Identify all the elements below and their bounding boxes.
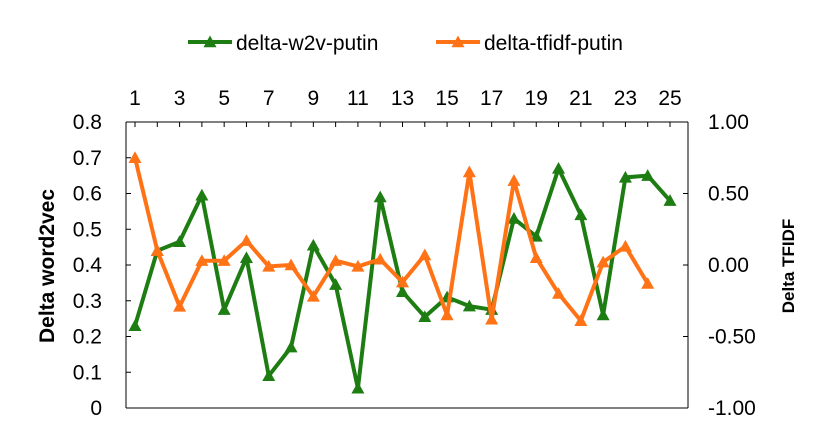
data-point [262, 369, 276, 382]
data-point [618, 170, 632, 183]
legend: delta-w2v-putin delta-tfidf-putin [188, 32, 623, 55]
data-point [418, 248, 432, 261]
x-tick-label: 23 [614, 87, 637, 110]
legend-item: delta-tfidf-putin [436, 32, 623, 55]
data-point [128, 151, 142, 163]
data-point [507, 174, 521, 186]
y-left-tick-label: 0.8 [73, 111, 102, 134]
x-tick-label: 15 [435, 87, 458, 110]
data-point [396, 275, 409, 288]
x-tick-label: 11 [347, 87, 369, 110]
data-point [574, 314, 588, 326]
data-point [529, 229, 543, 242]
x-tick-label: 1 [129, 87, 141, 110]
data-point [128, 319, 142, 331]
y-right-tick-label: 0.00 [708, 254, 749, 277]
legend-item: delta-w2v-putin [188, 32, 378, 55]
y-axis-right-title: Delta TFIDF [779, 219, 798, 313]
y-right-tick-label: -1.00 [708, 397, 756, 420]
x-axis-top: 1 3 5 7 9 11 13 15 17 19 21 23 25 [129, 87, 682, 127]
series-layer [128, 151, 677, 394]
data-point [239, 234, 253, 246]
x-tick-label: 9 [307, 87, 319, 110]
x-tick-label: 3 [174, 87, 186, 110]
y-axis-left: 0 0.1 0.2 0.3 0.4 0.5 0.6 0.7 0.8 [73, 111, 131, 420]
series-delta-tfidf-putin [128, 151, 655, 326]
data-point [552, 287, 566, 299]
x-tick-label: 21 [569, 87, 592, 110]
y-left-tick-label: 0.1 [73, 361, 102, 384]
y-left-tick-label: 0.6 [73, 183, 102, 206]
data-point [396, 285, 409, 298]
data-point [462, 299, 476, 312]
data-point [507, 212, 521, 224]
data-point [552, 161, 566, 174]
data-point [641, 169, 655, 181]
data-point [440, 308, 454, 321]
data-point [195, 188, 209, 201]
data-point [596, 308, 610, 321]
data-point [284, 340, 298, 353]
data-point [529, 251, 543, 264]
data-point [284, 258, 298, 271]
data-point [462, 165, 476, 178]
data-point [173, 235, 187, 247]
x-tick-label: 7 [263, 87, 275, 110]
data-point [306, 289, 320, 302]
x-tick-label: 17 [480, 87, 503, 110]
data-point [351, 259, 365, 272]
series-delta-w2v-putin [128, 161, 677, 394]
data-point [596, 255, 610, 268]
y-left-tick-label: 0 [90, 397, 102, 420]
y-left-tick-label: 0.4 [73, 254, 103, 277]
data-point [306, 238, 320, 251]
data-point [329, 278, 343, 290]
data-point [418, 310, 432, 323]
y-right-tick-label: 1.00 [708, 111, 749, 134]
legend-label: delta-w2v-putin [236, 32, 378, 55]
data-point [574, 208, 588, 221]
data-point [641, 277, 655, 289]
data-point [663, 194, 677, 206]
y-left-tick-label: 0.3 [73, 290, 102, 313]
y-left-tick-label: 0.7 [73, 147, 102, 170]
y-left-tick-label: 0.2 [73, 326, 102, 349]
data-point [262, 259, 276, 272]
y-axis-right: -1.00 -0.50 0.00 0.50 1.00 [683, 111, 756, 420]
y-left-tick-label: 0.5 [73, 218, 102, 241]
x-tick-label: 13 [391, 87, 414, 110]
data-point [351, 381, 365, 394]
x-tick-label: 5 [218, 87, 230, 110]
legend-label: delta-tfidf-putin [484, 32, 623, 55]
data-point [239, 251, 253, 264]
data-point [373, 252, 387, 265]
legend-marker [451, 35, 465, 48]
data-point [618, 239, 632, 252]
data-point [373, 190, 387, 203]
data-point [217, 254, 231, 266]
x-tick-label: 19 [525, 87, 548, 110]
data-point [217, 303, 231, 315]
x-tick-label: 25 [658, 87, 681, 110]
data-point [329, 254, 343, 266]
legend-marker [203, 35, 217, 48]
data-point [173, 299, 187, 312]
data-point [485, 312, 499, 325]
y-right-tick-label: -0.50 [708, 326, 756, 349]
y-right-tick-label: 0.50 [708, 183, 749, 206]
y-axis-left-title: Delta word2vec [36, 189, 59, 343]
data-point [195, 254, 209, 266]
data-point [150, 244, 164, 256]
